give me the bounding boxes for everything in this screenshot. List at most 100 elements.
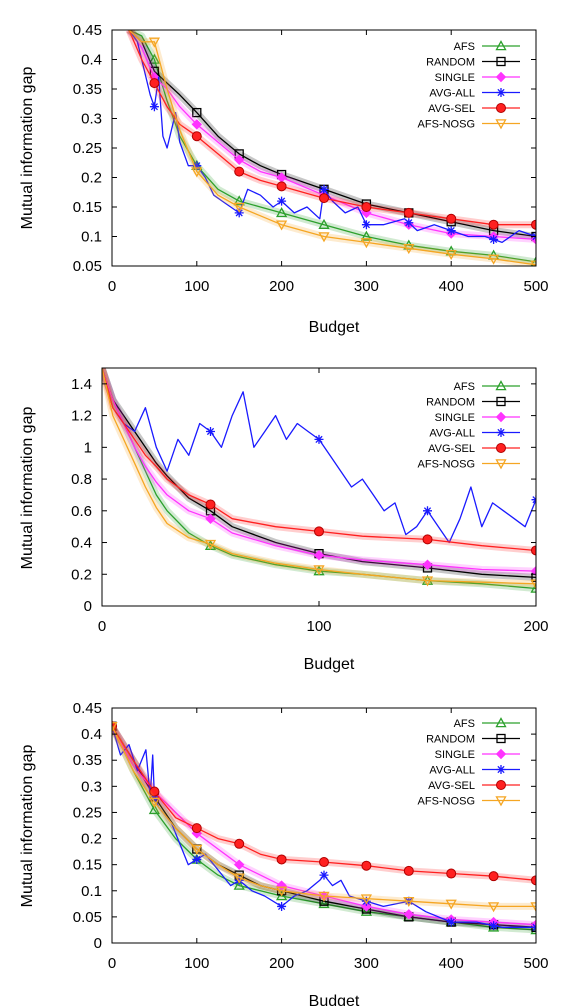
legend-label: SINGLE [435, 72, 475, 84]
marker-circle [320, 194, 329, 203]
y-tick-label: 0 [94, 935, 102, 952]
marker-asterisk [423, 506, 432, 515]
x-tick-label: 0 [98, 618, 106, 635]
marker-asterisk [320, 185, 329, 194]
legend-label: AVG-SEL [428, 780, 475, 792]
marker-circle [404, 208, 413, 217]
marker-diamond [497, 73, 506, 82]
marker-circle [489, 220, 498, 229]
marker-asterisk [447, 226, 456, 235]
series-single [129, 30, 541, 244]
marker-asterisk [206, 427, 215, 436]
y-tick-label: 0.4 [71, 535, 92, 552]
y-tick-label: 0.35 [73, 81, 102, 98]
marker-asterisk [489, 921, 498, 930]
x-tick-label: 100 [306, 618, 331, 635]
marker-asterisk [497, 428, 506, 437]
marker-asterisk [150, 102, 159, 111]
legend-label: AFS [454, 381, 475, 393]
marker-circle [235, 839, 244, 848]
y-tick-label: 0.25 [73, 804, 102, 821]
marker-circle [497, 781, 506, 790]
chart-panel-2: 0 100 20000.20.40.60.811.21.4BudgetMutual … [19, 368, 549, 673]
legend-label: AVG-ALL [429, 428, 475, 440]
y-tick-label: 0.2 [81, 831, 102, 848]
marker-asterisk [404, 218, 413, 227]
y-tick-label: 0.2 [81, 170, 102, 187]
marker-circle [404, 866, 413, 875]
chart-panel-1: 0 100 200 300 400 5000.050.10.150.20.250.30.3… [19, 22, 549, 336]
y-tick-label: 0.4 [81, 726, 102, 743]
series-line [102, 368, 536, 543]
y-tick-label: 0.45 [73, 700, 102, 717]
y-tick-label: 0.1 [81, 229, 102, 246]
series-avg-all [129, 30, 541, 244]
marker-asterisk [320, 871, 329, 880]
marker-circle [447, 869, 456, 878]
legend-label: SINGLE [435, 412, 475, 424]
y-tick-label: 0.05 [73, 258, 102, 275]
x-tick-label: 500 [523, 278, 548, 295]
marker-circle [362, 203, 371, 212]
x-tick-label: 100 [184, 278, 209, 295]
y-tick-label: 0.45 [73, 22, 102, 39]
marker-circle [497, 104, 506, 113]
marker-asterisk [489, 235, 498, 244]
marker-circle [277, 182, 286, 191]
marker-circle [206, 500, 215, 509]
y-axis-label: Mutual information gap [19, 67, 36, 230]
series-avg-sel [108, 722, 541, 885]
legend-label: AFS [454, 718, 475, 730]
marker-circle [320, 858, 329, 867]
x-tick-label: 200 [269, 955, 294, 972]
plot-area [108, 722, 541, 934]
y-tick-label: 0.15 [73, 199, 102, 216]
y-tick-label: 1.4 [71, 376, 92, 393]
y-tick-label: 0 [84, 598, 92, 615]
y-axis-label: Mutual information gap [19, 745, 36, 908]
x-tick-label: 200 [269, 278, 294, 295]
marker-asterisk [362, 220, 371, 229]
legend-label: AVG-ALL [429, 88, 475, 100]
y-tick-label: 0.25 [73, 140, 102, 157]
marker-diamond [497, 750, 506, 759]
series-avg-sel [129, 30, 541, 229]
x-tick-label: 200 [523, 618, 548, 635]
legend: AFSRANDOMSINGLEAVG-ALLAVG-SELAFS-NOSG [418, 718, 520, 808]
y-tick-label: 0.6 [71, 503, 92, 520]
y-axis-label: Mutual information gap [19, 407, 36, 570]
marker-circle [192, 132, 201, 141]
x-axis-label: Budget [309, 993, 360, 1006]
x-axis-label: Budget [309, 319, 360, 336]
legend-label: AVG-ALL [429, 765, 475, 777]
marker-circle [362, 861, 371, 870]
y-tick-label: 0.15 [73, 857, 102, 874]
legend-label: AVG-SEL [428, 103, 475, 115]
legend-label: AFS-NOSG [418, 796, 475, 808]
plot-area [129, 30, 541, 269]
marker-diamond [497, 413, 506, 422]
legend-label: AFS [454, 41, 475, 53]
y-tick-label: 1 [84, 439, 92, 456]
x-tick-label: 300 [354, 955, 379, 972]
y-tick-label: 0.1 [81, 883, 102, 900]
marker-circle [277, 855, 286, 864]
y-tick-label: 0.4 [81, 52, 102, 69]
marker-asterisk [277, 902, 286, 911]
legend: AFSRANDOMSINGLEAVG-ALLAVG-SELAFS-NOSG [418, 381, 520, 471]
legend-label: AFS-NOSG [418, 459, 475, 471]
marker-circle [192, 824, 201, 833]
marker-circle [235, 167, 244, 176]
marker-circle [315, 527, 324, 536]
marker-asterisk [497, 765, 506, 774]
legend: AFSRANDOMSINGLEAVG-ALLAVG-SELAFS-NOSG [418, 41, 520, 131]
y-tick-label: 0.05 [73, 909, 102, 926]
legend-label: AFS-NOSG [418, 119, 475, 131]
x-tick-label: 400 [439, 955, 464, 972]
y-tick-label: 0.8 [71, 471, 92, 488]
x-tick-label: 400 [439, 278, 464, 295]
marker-circle [497, 444, 506, 453]
marker-asterisk [315, 435, 324, 444]
x-tick-label: 0 [108, 955, 116, 972]
